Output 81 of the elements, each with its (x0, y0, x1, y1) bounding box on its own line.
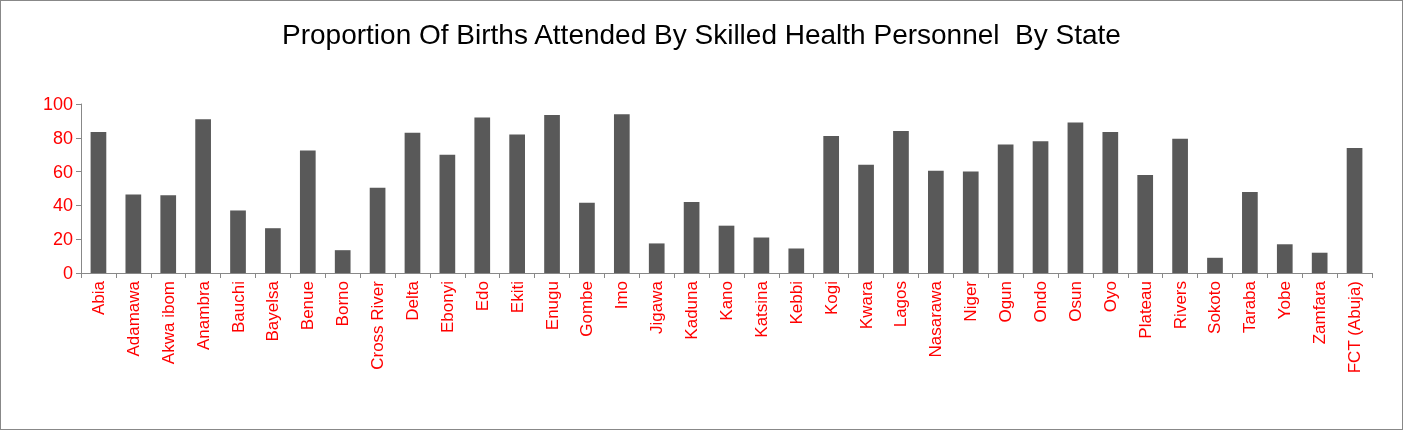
bar (195, 119, 211, 273)
x-tick-label: Ogun (996, 281, 1016, 323)
x-tick-label: Bauchi (228, 281, 248, 333)
x-tick-label: Osun (1065, 281, 1085, 322)
y-tick-label: 80 (52, 127, 73, 148)
bar (439, 154, 456, 273)
x-tick-label: Jigawa (647, 280, 667, 334)
x-tick-label: Zamfara (1310, 280, 1330, 345)
chart-title: Proportion Of Births Attended By Skilled Health Personnel By State (282, 18, 1121, 50)
bar (1137, 174, 1154, 273)
x-tick-label: Kogi (821, 281, 841, 316)
x-tick-label: Ebonyi (437, 281, 457, 333)
bar (509, 134, 525, 273)
bar (997, 144, 1014, 273)
x-tick-label: Abia (88, 280, 108, 316)
x-tick-label: Enugu (542, 281, 562, 331)
bar (90, 131, 107, 273)
bar (265, 228, 281, 273)
bar (1242, 191, 1258, 273)
x-tick-label: FCT (Abuja) (1345, 281, 1365, 374)
bar (1311, 252, 1328, 273)
x-tick-label: Kwara (856, 280, 876, 330)
bar (928, 170, 944, 273)
x-tick-label: Rivers (1170, 281, 1190, 330)
bar (334, 250, 351, 273)
x-tick-label: Akwa ibom (158, 281, 178, 365)
bar (125, 194, 142, 273)
y-tick-label: 0 (62, 263, 73, 283)
x-tick-label: Kaduna (682, 280, 702, 340)
x-tick-label: Adamawa (123, 280, 143, 357)
bar (962, 171, 979, 273)
bar (369, 187, 386, 273)
x-tick-label: Plateau (1135, 281, 1155, 339)
bar (613, 114, 630, 273)
x-tick-label: Benue (298, 281, 318, 331)
x-tick-label: Bayelsa (263, 280, 283, 342)
x-tick-label: Borno (333, 281, 353, 327)
bar (858, 164, 874, 273)
bar (1207, 257, 1223, 273)
x-tick-label: Delta (402, 280, 422, 321)
bar (544, 114, 560, 273)
bar (1172, 138, 1188, 273)
x-tick-label: Gombe (577, 281, 597, 337)
x-tick-label: Niger (961, 280, 981, 322)
bar (753, 237, 770, 273)
bar (683, 202, 700, 273)
x-tick-label: Nasarawa (926, 280, 946, 358)
x-tick-label: Ondo (1031, 281, 1051, 323)
bar (788, 248, 805, 273)
bar (648, 243, 665, 273)
x-tick-label: Edo (472, 281, 492, 312)
bar (160, 195, 177, 273)
bar (893, 131, 909, 273)
x-tick-label: Ekiti (507, 281, 527, 314)
bar (1102, 131, 1119, 273)
x-tick-label: Taraba (1240, 280, 1260, 333)
bar (823, 136, 840, 273)
bar (230, 210, 246, 273)
bar (1346, 147, 1363, 273)
x-tick-label: Anambra (193, 280, 213, 350)
bar (1276, 244, 1293, 273)
x-tick-label: Oyo (1100, 281, 1120, 313)
x-tick-label: Katsina (751, 280, 771, 338)
x-tick-label: Cross River (368, 280, 388, 370)
bar (718, 225, 735, 273)
x-tick-label: Sokoto (1205, 281, 1225, 334)
y-tick-label: 40 (52, 195, 73, 216)
bar (1032, 141, 1049, 273)
bar (579, 202, 595, 273)
bar (404, 132, 421, 273)
x-tick-label: Yobe (1275, 281, 1295, 320)
x-tick-label: Lagos (891, 281, 911, 328)
x-tick-label: Imo (612, 281, 632, 310)
y-tick-label: 20 (52, 229, 73, 250)
bar (474, 117, 491, 273)
y-tick-label: 100 (42, 94, 73, 114)
x-tick-label: Kano (717, 281, 736, 321)
bar (1067, 122, 1084, 273)
y-tick-label: 60 (52, 161, 73, 182)
bar (299, 150, 316, 273)
x-tick-label: Kebbi (786, 281, 806, 325)
